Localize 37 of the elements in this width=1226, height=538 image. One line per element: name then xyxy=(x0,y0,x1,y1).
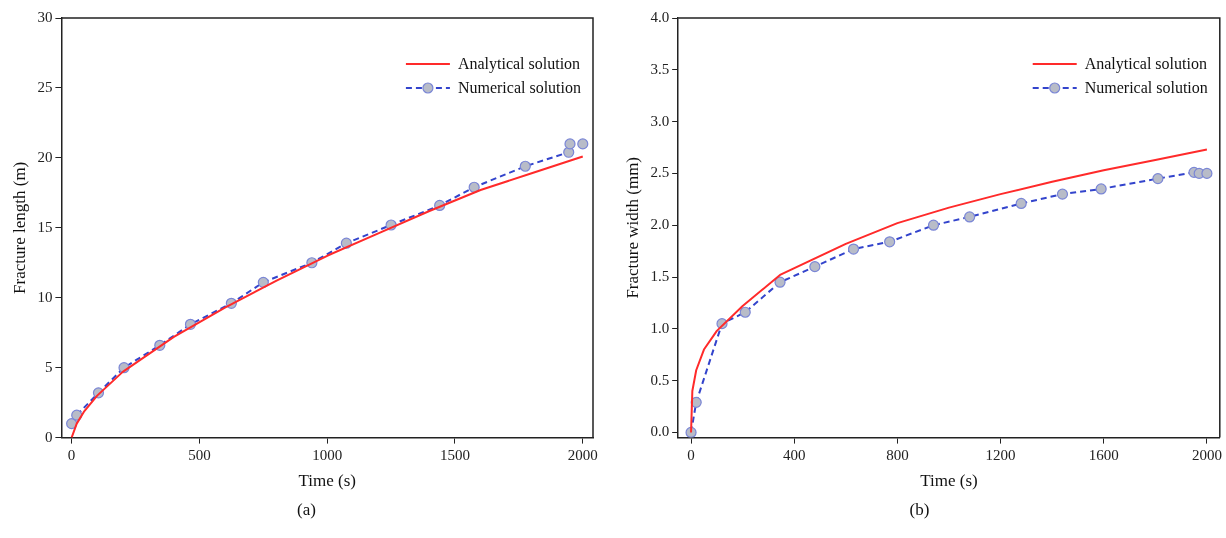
y-tick-label: 3.0 xyxy=(650,112,670,129)
y-tick-label: 25 xyxy=(37,78,53,95)
y-tick-label: 2.0 xyxy=(650,216,670,233)
y-axis-title: Fracture width (mm) xyxy=(622,156,642,299)
y-tick-label: 1.5 xyxy=(650,267,670,284)
x-tick-label: 800 xyxy=(886,446,909,463)
legend-label: Analytical solution xyxy=(457,55,581,74)
y-tick-label: 0.0 xyxy=(650,423,670,440)
x-tick-label: 2000 xyxy=(567,446,598,463)
x-tick-label: 400 xyxy=(782,446,806,463)
y-tick-label: 2.5 xyxy=(650,164,670,181)
y-tick-label: 1.0 xyxy=(650,319,670,336)
x-tick-label: 1600 xyxy=(1088,446,1119,463)
x-tick-label: 500 xyxy=(188,446,211,463)
y-tick-label: 20 xyxy=(37,148,53,165)
legend-label: Analytical solution xyxy=(1084,55,1207,74)
x-tick-label: 0 xyxy=(67,446,76,463)
y-tick-label: 3.5 xyxy=(650,60,670,77)
y-tick-label: 5 xyxy=(44,358,53,375)
legend-label: Numerical solution xyxy=(457,79,582,97)
x-axis-title: Time (s) xyxy=(298,471,356,491)
y-tick-label: 0.5 xyxy=(650,371,670,388)
y-tick-label: 15 xyxy=(37,218,53,235)
x-tick-label: 1000 xyxy=(312,446,343,463)
x-tick-label: 1500 xyxy=(439,446,470,463)
x-tick-label: 0 xyxy=(687,446,695,463)
y-axis-title: Fracture length (m) xyxy=(9,161,29,294)
x-tick-label: 2000 xyxy=(1191,446,1222,463)
legend-label: Numerical solution xyxy=(1084,79,1208,97)
y-tick-label: 4.0 xyxy=(650,8,670,25)
text: (b) xyxy=(908,500,931,520)
x-tick-label: 1200 xyxy=(985,446,1016,463)
text: (a) xyxy=(296,500,317,520)
y-tick-label: 30 xyxy=(37,8,53,25)
y-tick-label: 10 xyxy=(37,288,53,305)
x-axis-title: Time (s) xyxy=(920,471,978,491)
y-tick-label: 0 xyxy=(44,428,53,445)
